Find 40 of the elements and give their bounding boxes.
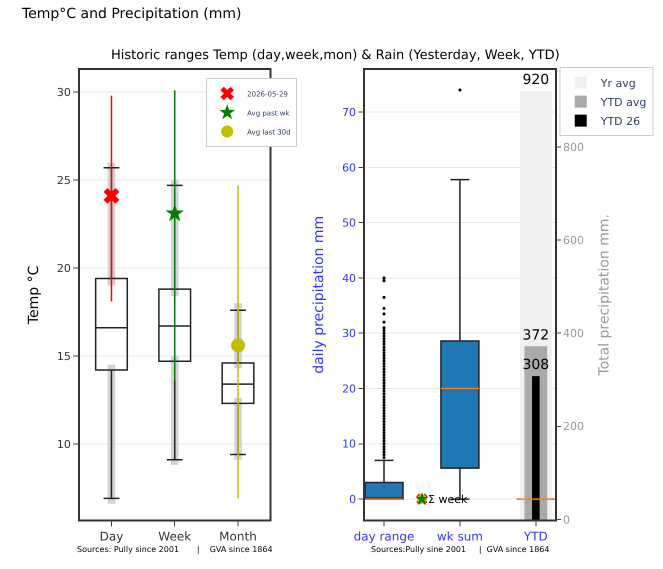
data-label: 372	[522, 327, 550, 344]
y-tick-label: 25	[56, 174, 71, 187]
x-tick-label: day range	[354, 530, 414, 544]
y-tick-label: 0	[349, 492, 356, 506]
data-label: 308	[522, 357, 550, 374]
point	[231, 338, 245, 352]
text: Historic ranges Temp (day,week,mon) & Rain (Yesterday, Week, YTD)	[111, 48, 560, 63]
annotation: Σ week	[428, 493, 468, 506]
y2-tick-label: 0	[563, 513, 570, 526]
chart-title: Temp°C and Precipitation (mm)	[21, 6, 242, 22]
x-tick-label: Day	[100, 530, 124, 544]
source-note: Sources: Pully since 2001 | GVA since 1864	[77, 545, 273, 554]
y-tick-label: 30	[342, 327, 356, 340]
x-tick-label: YTD	[522, 530, 548, 544]
y2-axis-title: Total precipitation mm.	[596, 214, 612, 377]
y-tick-label: 20	[56, 262, 71, 275]
legend-label: Yr avg	[600, 76, 636, 90]
y2-tick-label: 600	[563, 234, 584, 247]
x-tick-label: Month	[219, 530, 257, 544]
point	[104, 188, 120, 204]
data-label: 920	[522, 72, 550, 88]
y-tick-label: 30	[56, 86, 71, 99]
y2-tick-label: 800	[563, 140, 584, 154]
y2-tick-label: 200	[563, 420, 584, 434]
y-axis-title: Temp °C	[26, 265, 42, 326]
x-tick-label: wk sum	[436, 530, 483, 544]
source-note: Sources:Pully sine 2001 | GVA since 1864	[371, 545, 550, 554]
legend-label: YTD avg	[600, 96, 646, 109]
y-tick-label: 50	[342, 216, 356, 230]
legend-label: YTD 26	[600, 114, 640, 128]
y-tick-label: 20	[342, 382, 356, 396]
y-tick-label: 40	[342, 272, 356, 285]
y-tick-label: 60	[342, 161, 356, 174]
y-tick-label: 70	[342, 106, 356, 119]
y2-tick-label: 400	[563, 327, 584, 340]
y-axis-title: daily precipitation mm	[311, 216, 328, 374]
y-tick-label: 10	[56, 438, 71, 451]
y-tick-label: 10	[342, 438, 356, 451]
y-tick-label: 15	[56, 350, 71, 363]
x-tick-label: Week	[158, 530, 192, 544]
